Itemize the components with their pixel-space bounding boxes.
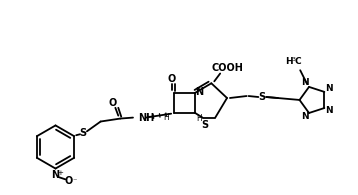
Text: NH: NH: [138, 113, 154, 123]
Text: N: N: [301, 78, 309, 88]
Text: +: +: [58, 170, 63, 176]
Text: S: S: [201, 121, 208, 130]
Text: N: N: [52, 170, 59, 180]
Text: COOH: COOH: [211, 63, 243, 73]
Text: 3: 3: [291, 57, 295, 62]
Text: H: H: [286, 57, 293, 66]
Text: S: S: [79, 128, 87, 138]
Text: H: H: [163, 113, 169, 122]
Text: O: O: [64, 176, 72, 186]
Text: N: N: [195, 87, 204, 97]
Text: ⁻: ⁻: [73, 177, 77, 186]
Text: N: N: [325, 84, 333, 93]
Text: S: S: [259, 92, 266, 102]
Text: C: C: [295, 57, 301, 66]
Text: O: O: [108, 98, 117, 108]
Text: O: O: [167, 74, 175, 84]
Text: H: H: [197, 114, 203, 123]
Text: N: N: [325, 106, 333, 115]
Text: N: N: [301, 113, 309, 121]
